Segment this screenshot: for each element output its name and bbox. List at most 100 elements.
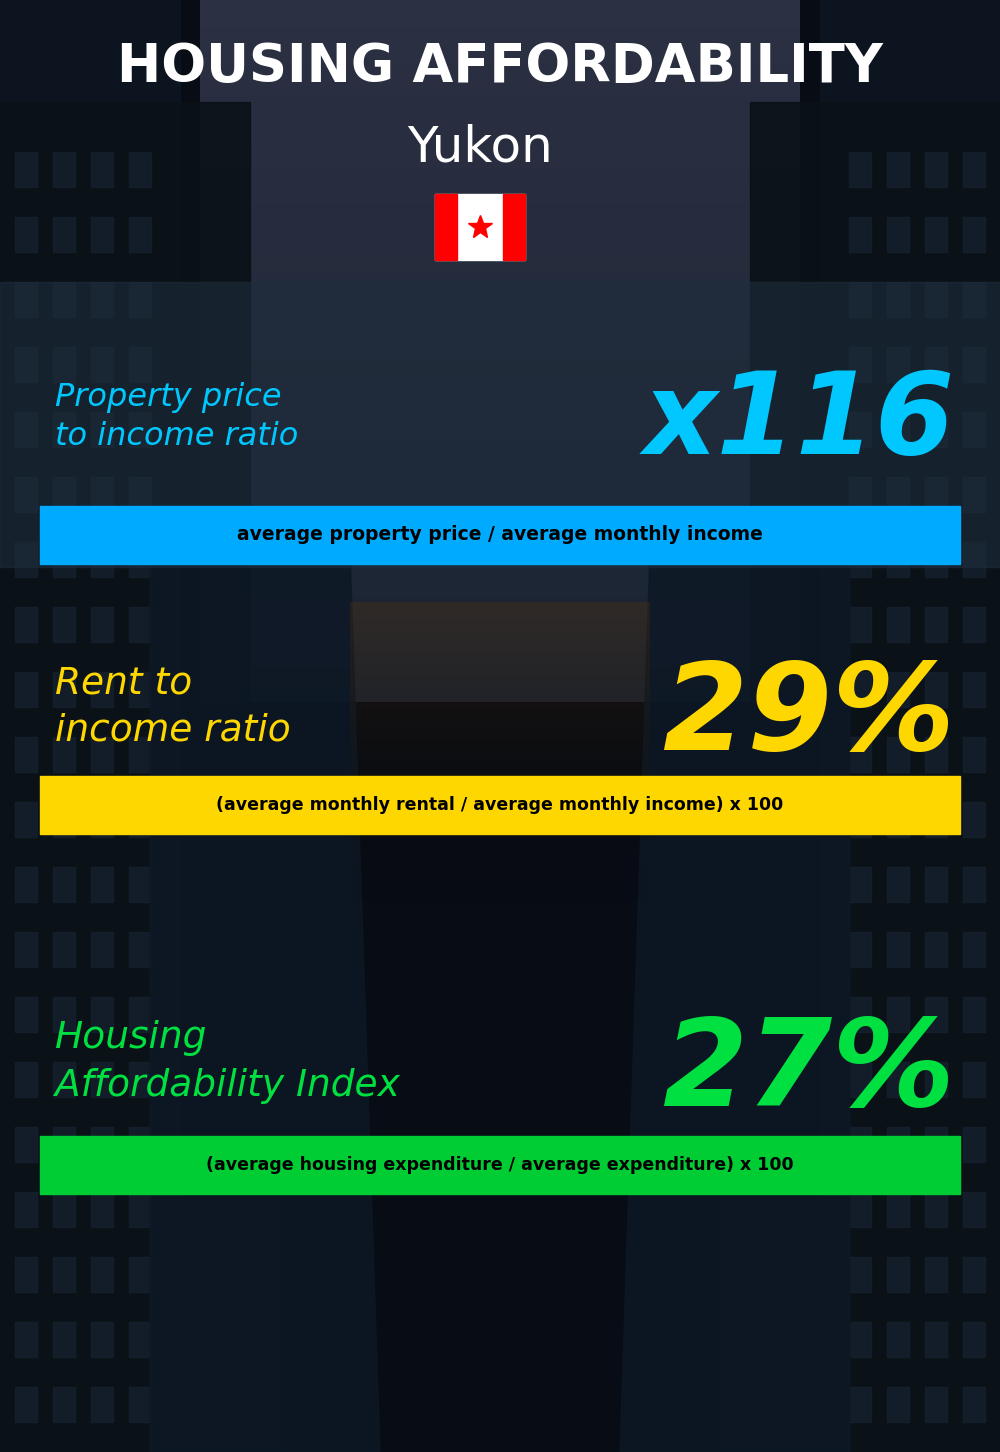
Bar (887, 282, 909, 317)
Bar (963, 1192, 985, 1227)
Bar (849, 607, 871, 642)
Bar (963, 1257, 985, 1292)
Bar (91, 542, 113, 576)
Bar (887, 1061, 909, 1098)
Bar (91, 998, 113, 1032)
Bar (91, 932, 113, 967)
Bar (53, 1127, 75, 1162)
Bar (925, 1192, 947, 1227)
Bar (129, 478, 151, 513)
Bar (925, 802, 947, 836)
Bar (849, 542, 871, 576)
Bar (15, 412, 37, 447)
Bar (887, 738, 909, 772)
Text: HOUSING AFFORDABILITY: HOUSING AFFORDABILITY (117, 41, 883, 93)
Bar (963, 998, 985, 1032)
Bar (849, 738, 871, 772)
Bar (963, 1321, 985, 1358)
Bar (849, 998, 871, 1032)
Bar (15, 478, 37, 513)
Bar (849, 216, 871, 253)
Bar (91, 282, 113, 317)
Bar (887, 867, 909, 902)
Bar (15, 1192, 37, 1227)
Bar (849, 1127, 871, 1162)
Bar (91, 672, 113, 707)
Bar (53, 738, 75, 772)
Bar (963, 738, 985, 772)
Bar (129, 412, 151, 447)
Bar (503, 195, 525, 260)
Bar (15, 802, 37, 836)
Bar (15, 672, 37, 707)
Bar (15, 932, 37, 967)
Bar (849, 152, 871, 187)
Bar (91, 802, 113, 836)
Bar (963, 412, 985, 447)
Bar (887, 478, 909, 513)
Bar (53, 1061, 75, 1098)
Bar (53, 542, 75, 576)
Bar (53, 607, 75, 642)
Bar (925, 152, 947, 187)
Bar (887, 607, 909, 642)
Polygon shape (0, 102, 350, 1452)
Bar (925, 347, 947, 382)
Polygon shape (620, 552, 850, 1452)
Bar (963, 802, 985, 836)
Bar (15, 152, 37, 187)
Bar (91, 607, 113, 642)
Text: average property price / average monthly income: average property price / average monthly… (237, 526, 763, 544)
Bar (15, 1387, 37, 1422)
Bar (963, 282, 985, 317)
Bar (887, 932, 909, 967)
Bar (925, 216, 947, 253)
Bar (887, 152, 909, 187)
Bar (887, 216, 909, 253)
Bar (129, 1321, 151, 1358)
Bar (925, 998, 947, 1032)
Bar (129, 607, 151, 642)
Bar (129, 1127, 151, 1162)
Bar (15, 1321, 37, 1358)
Bar (40, 505, 960, 563)
Bar (963, 542, 985, 576)
Bar (963, 1387, 985, 1422)
Bar (53, 998, 75, 1032)
Bar (53, 347, 75, 382)
Polygon shape (150, 552, 380, 1452)
Polygon shape (0, 0, 280, 1452)
Bar (963, 867, 985, 902)
Bar (91, 152, 113, 187)
Polygon shape (720, 0, 1000, 1452)
Bar (963, 347, 985, 382)
Bar (15, 607, 37, 642)
Bar (91, 1061, 113, 1098)
Bar (15, 998, 37, 1032)
Bar (963, 216, 985, 253)
Polygon shape (650, 102, 1000, 1452)
Text: Property price
to income ratio: Property price to income ratio (55, 382, 298, 452)
Bar (91, 412, 113, 447)
Bar (129, 347, 151, 382)
Text: x116: x116 (644, 366, 955, 478)
Text: 29%: 29% (662, 659, 955, 775)
Text: (average monthly rental / average monthly income) x 100: (average monthly rental / average monthl… (216, 796, 784, 815)
Bar (925, 867, 947, 902)
Bar (925, 478, 947, 513)
Bar (849, 1387, 871, 1422)
Bar (91, 1192, 113, 1227)
Bar (129, 672, 151, 707)
Bar (925, 932, 947, 967)
Bar (53, 802, 75, 836)
Bar (129, 1061, 151, 1098)
Bar (15, 347, 37, 382)
Bar (887, 802, 909, 836)
Bar (53, 867, 75, 902)
Bar (925, 542, 947, 576)
Bar (887, 1387, 909, 1422)
Bar (129, 216, 151, 253)
Bar (849, 347, 871, 382)
Bar (15, 282, 37, 317)
Bar (925, 1257, 947, 1292)
